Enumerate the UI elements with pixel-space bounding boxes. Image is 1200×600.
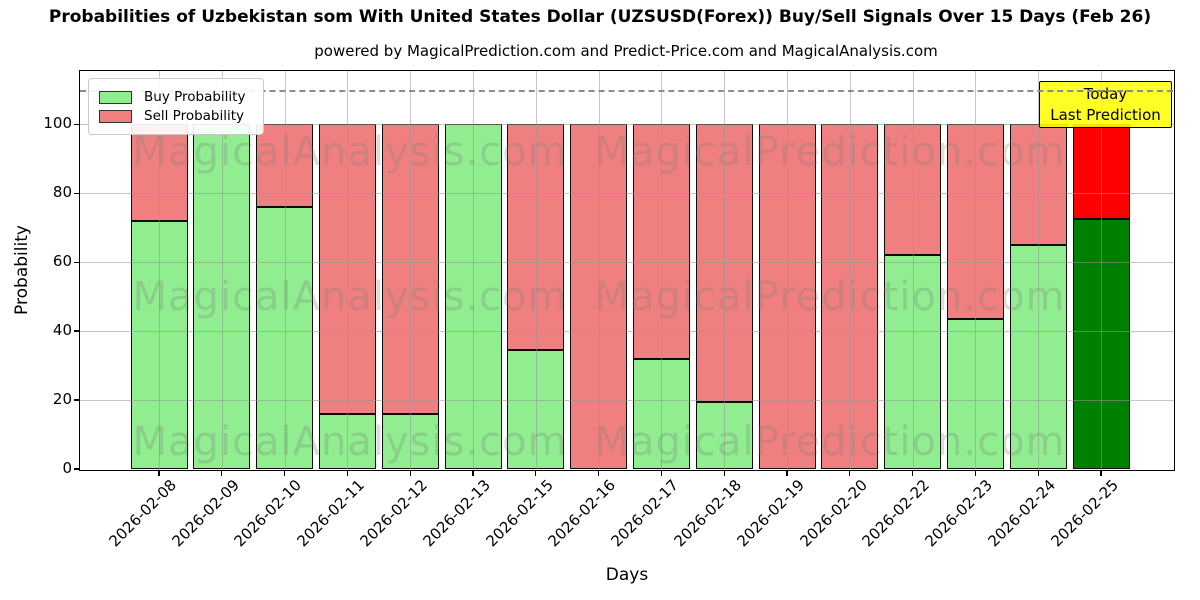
x-gridline	[975, 71, 977, 470]
chart-subtitle: powered by MagicalPrediction.com and Pre…	[314, 42, 938, 60]
x-gridline	[473, 71, 474, 470]
x-tick-label: 2026-02-08	[105, 476, 180, 551]
legend-label-sell: Sell Probability	[144, 108, 245, 124]
y-tick-label: 20	[52, 390, 72, 408]
x-gridline	[410, 71, 412, 470]
x-tick-mark	[598, 470, 600, 476]
y-tick-mark	[74, 468, 80, 470]
today-annotation-box: Today Last Prediction	[1039, 81, 1172, 128]
y-tick-label: 100	[43, 114, 72, 133]
x-tick-mark	[409, 470, 411, 476]
sell-probability-swatch	[99, 109, 132, 123]
legend-label-buy: Buy Probability	[144, 89, 246, 105]
y-tick-mark	[74, 261, 80, 263]
x-gridline	[849, 71, 851, 470]
y-tick-label: 80	[52, 183, 72, 202]
x-tick-mark	[472, 470, 474, 476]
x-gridline	[912, 71, 914, 470]
x-tick-mark	[786, 470, 788, 476]
x-axis-label: Days	[605, 565, 649, 585]
y-gridline	[80, 124, 1174, 126]
x-tick-label: 2026-02-18	[670, 476, 745, 551]
x-tick-label: 2026-02-12	[356, 476, 431, 551]
y-tick-mark	[74, 192, 80, 194]
buy-probability-swatch	[99, 90, 132, 104]
x-gridline	[347, 71, 349, 470]
x-gridline	[724, 71, 726, 470]
legend-item-sell: Sell Probability	[99, 108, 253, 124]
x-gridline	[1038, 71, 1040, 470]
x-tick-mark	[1100, 470, 1102, 476]
y-tick-label: 60	[52, 252, 72, 271]
x-tick-mark	[974, 470, 977, 476]
y-tick-mark	[74, 123, 80, 125]
x-tick-label: 2026-02-25	[1047, 476, 1122, 551]
legend-item-buy: Buy Probability	[99, 89, 253, 105]
annotation-line-1: Today	[1083, 84, 1128, 103]
x-tick-label: 2026-02-23	[921, 476, 997, 551]
x-tick-mark	[1037, 470, 1039, 476]
y-tick-label: 0	[62, 459, 72, 477]
x-tick-mark	[158, 470, 160, 476]
x-tick-label: 2026-02-19	[733, 476, 808, 551]
y-gridline	[80, 262, 1174, 264]
x-tick-label: 2026-02-24	[984, 476, 1059, 551]
threshold-dashed-line	[80, 89, 1173, 92]
x-tick-mark	[346, 470, 349, 476]
legend: Buy Probability Sell Probability	[88, 78, 264, 135]
x-tick-mark	[912, 470, 914, 476]
x-gridline	[535, 71, 537, 470]
x-tick-mark	[284, 470, 286, 476]
x-gridline	[221, 71, 223, 470]
y-gridline	[80, 331, 1174, 332]
annotation-line-2: Last Prediction	[1050, 105, 1161, 124]
x-tick-label: 2026-02-13	[419, 476, 494, 551]
y-gridline	[80, 400, 1174, 401]
x-tick-mark	[221, 470, 223, 476]
x-gridline	[159, 71, 160, 470]
chart-title: Probabilities of Uzbekistan som With Uni…	[48, 7, 1152, 27]
x-gridline	[284, 71, 286, 470]
y-tick-label: 40	[52, 321, 72, 339]
x-tick-mark	[849, 470, 851, 476]
x-tick-mark	[535, 470, 537, 476]
x-tick-label: 2026-02-11	[293, 476, 369, 551]
y-gridline	[80, 193, 1174, 195]
x-tick-mark	[723, 470, 725, 476]
x-tick-mark	[660, 470, 663, 476]
x-gridline	[787, 71, 788, 470]
y-tick-mark	[74, 399, 80, 401]
y-tick-mark	[74, 330, 80, 332]
x-tick-label: 2026-02-17	[607, 476, 683, 551]
x-gridline	[661, 71, 663, 470]
x-gridline	[1101, 71, 1102, 470]
x-gridline	[598, 71, 600, 470]
